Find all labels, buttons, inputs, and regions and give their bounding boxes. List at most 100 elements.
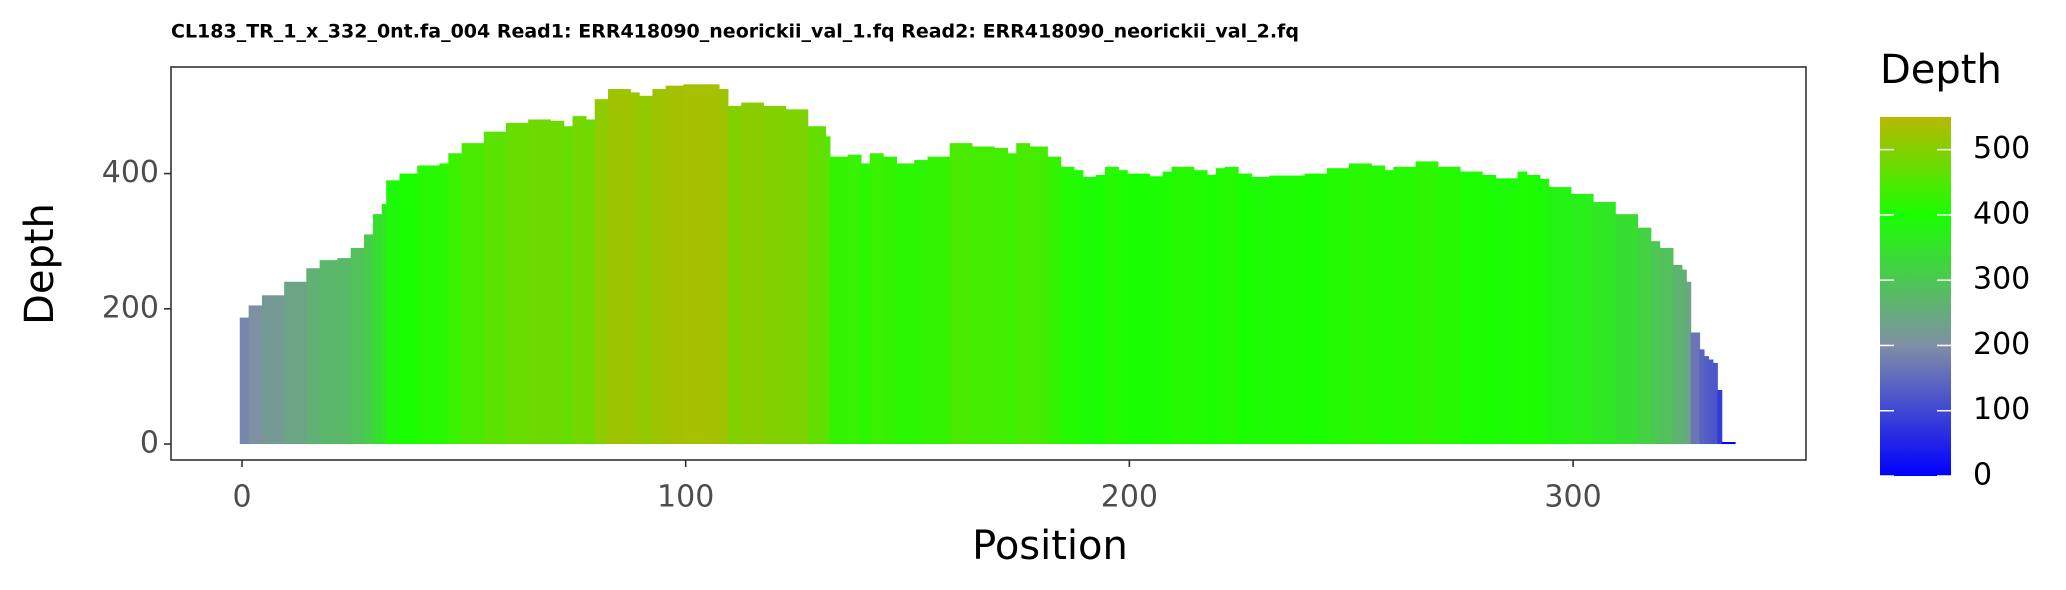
bar — [1570, 193, 1594, 445]
bar — [860, 163, 871, 445]
bar — [1708, 359, 1714, 445]
bar — [1282, 175, 1306, 445]
bar — [399, 173, 418, 445]
bar — [639, 95, 654, 445]
bar — [1717, 389, 1723, 445]
bar — [1016, 143, 1031, 445]
bar — [1384, 170, 1394, 445]
bar — [1517, 171, 1528, 445]
x-tick-label: 0 — [232, 480, 251, 515]
colorbar — [1880, 117, 1951, 476]
x-tick-label: 300 — [1544, 480, 1601, 515]
bar — [1699, 349, 1705, 445]
bar — [417, 165, 441, 445]
bar — [847, 154, 862, 445]
bar — [1548, 187, 1572, 445]
bar — [594, 99, 609, 445]
bar — [1193, 170, 1208, 445]
bar — [563, 126, 574, 445]
bar — [994, 147, 1008, 445]
bar — [337, 258, 352, 445]
bar — [381, 203, 387, 445]
bar — [1482, 174, 1497, 445]
bar — [1269, 175, 1284, 445]
bar — [1104, 166, 1119, 445]
bar — [1238, 173, 1252, 445]
bar — [883, 156, 898, 445]
y-axis-title: Depth — [17, 203, 63, 325]
bar — [971, 146, 995, 445]
bar — [1690, 332, 1701, 445]
bar — [949, 143, 973, 445]
bar — [1171, 166, 1195, 445]
bar — [825, 136, 831, 445]
bar — [1539, 178, 1550, 445]
bar — [807, 126, 827, 445]
bar — [1029, 146, 1048, 445]
bar — [869, 153, 884, 445]
bar — [483, 131, 507, 445]
bar — [914, 160, 929, 445]
bar — [1459, 171, 1483, 445]
x-tick-label: 100 — [657, 480, 714, 515]
bar — [439, 163, 449, 445]
y-tick-label: 400 — [102, 155, 159, 190]
x-axis-title: Position — [972, 523, 1128, 569]
bar — [1703, 356, 1709, 445]
bar — [306, 268, 321, 445]
bar — [927, 156, 942, 445]
bar — [705, 84, 720, 445]
colorbar-label: 100 — [1973, 392, 2030, 427]
colorbar-label: 400 — [1973, 196, 2030, 231]
bar — [1637, 227, 1652, 445]
bar — [1326, 168, 1350, 445]
bar — [1224, 166, 1239, 445]
colorbar-label: 300 — [1973, 262, 2030, 297]
chart-title: CL183_TR_1_x_332_0nt.fa_004 Read1: ERR41… — [171, 21, 1299, 43]
bar — [248, 305, 263, 445]
x-tick-label: 200 — [1101, 480, 1158, 515]
bar — [1526, 174, 1541, 445]
bar — [896, 163, 915, 445]
bar — [1415, 161, 1439, 445]
bar — [461, 143, 485, 445]
bar — [1127, 173, 1150, 445]
bar — [1681, 269, 1687, 445]
bar — [1495, 178, 1519, 445]
bar — [763, 105, 787, 445]
bar — [630, 92, 640, 445]
bar — [1437, 166, 1461, 445]
y-tick-label: 200 — [102, 290, 159, 325]
bar — [585, 119, 596, 445]
colorbar-label: 0 — [1973, 458, 1992, 493]
bar — [1007, 153, 1017, 445]
bar — [1348, 163, 1372, 445]
bar — [665, 85, 685, 445]
bar — [608, 89, 631, 445]
bar — [572, 116, 587, 445]
bar — [1650, 241, 1661, 445]
colorbar-label: 500 — [1973, 131, 2030, 166]
bar — [683, 84, 707, 445]
bar — [1047, 156, 1062, 445]
bar — [1162, 171, 1173, 445]
bar — [319, 260, 338, 445]
bar — [550, 120, 565, 445]
bar — [1659, 247, 1674, 445]
bar — [727, 105, 742, 445]
bar — [1207, 174, 1217, 445]
bar — [1082, 176, 1097, 445]
bar — [1060, 166, 1075, 445]
bar — [1251, 176, 1270, 445]
y-tick-label: 0 — [140, 426, 159, 461]
bar — [284, 281, 307, 445]
bar — [785, 109, 809, 445]
bar — [718, 89, 729, 445]
bar — [829, 156, 849, 445]
bar — [1721, 442, 1736, 445]
plot-border — [170, 66, 1807, 461]
colorbar-label: 200 — [1973, 327, 2030, 362]
bar — [940, 156, 951, 445]
bar — [1149, 176, 1164, 445]
